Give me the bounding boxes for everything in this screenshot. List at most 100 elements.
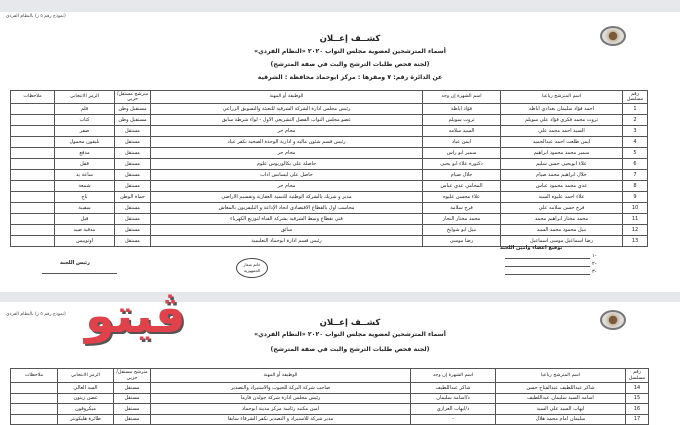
cell-party: مستقبل وطن: [114, 114, 151, 126]
cell-fame: دكتورة علاء ابو يحيى: [422, 158, 501, 170]
cell-notes: [10, 169, 55, 181]
cell-notes: [10, 191, 55, 203]
cell-fame: رضا موسى: [422, 235, 501, 247]
cell-n: 2: [622, 114, 648, 126]
cell-n: 12: [622, 224, 648, 236]
cell-name: ايمن طلعت احمد عبدالحميد: [500, 136, 623, 148]
column-header: الرمز الانتخابي: [54, 90, 115, 104]
cell-symbol: ميكروفون: [57, 403, 114, 415]
committee-label-2: (لجنة فحص طلبات الترشح والبت في صفة المت…: [270, 346, 430, 353]
cell-job: امين مكتبه رئاسة مركز مدينة ابوحماد: [150, 403, 411, 415]
cell-party: مستقل: [114, 147, 151, 159]
column-header: الوظيفة أو المهنة: [150, 90, 423, 104]
cell-job: محام حر: [150, 125, 423, 137]
cell-job: محاسب اول بالقطاع الاقتصادي اتحاد الإذاع…: [150, 202, 423, 214]
republic-stamp: خاتم شعار الجمهورية: [236, 258, 268, 278]
cell-fame: -: [410, 413, 496, 425]
cell-job: حاصلة على بكالوريوس علوم: [150, 158, 423, 170]
column-header: الرمز الانتخابي: [57, 368, 114, 383]
doc-subtitle-2: أسماء المترشحين لعضوية مجلس النواب ٢٠٢٠ …: [254, 331, 446, 338]
cell-party: مستقل: [114, 125, 151, 137]
cell-job: سائق: [150, 224, 423, 236]
cell-notes: [10, 413, 58, 425]
cell-job: فني بقطاع وسط الشرقية بشركة القناة لتوزي…: [150, 213, 423, 225]
cell-notes: [10, 125, 55, 137]
cell-party: مستقل: [113, 403, 151, 415]
cell-party: مستقل: [113, 392, 151, 404]
table-row: 5 سمير محمد محمود ابراهيم سمير ابو راس محام…: [10, 147, 648, 159]
table-row: 2 ثروت محمد فكري فؤاد علي سويلم ثروت سويلم…: [10, 114, 648, 126]
table-header: رقم مسلسل اسم المترشح رباعيا اسم الشهرة إن…: [10, 368, 649, 383]
cell-symbol: سفينة: [54, 202, 115, 214]
cell-job: عضو مجلس النواب الفصل التشريعي الاول - ل…: [150, 114, 423, 126]
sig-line-1: [505, 258, 590, 259]
cell-name: سمير محمد محمود ابراهيم: [500, 147, 623, 159]
cell-notes: [10, 136, 55, 148]
cell-name: رضا اسماعيل موسى اسماعيل: [500, 235, 623, 247]
column-header: رقم مسلسل: [625, 368, 649, 383]
cell-job: صاحب شركة البركة للحبوب والاستيراد والتص…: [150, 382, 411, 394]
cell-fame: المحامي عدي عباس: [422, 180, 501, 192]
cell-symbol: طائرة هليكوبتر: [57, 413, 114, 425]
watermark-text: ڤيتو: [85, 288, 188, 344]
cell-fame: نبيل ابو شوايخ: [422, 224, 501, 236]
cell-job: رئيس مجلس ادارة شركة جولدن فارما: [150, 392, 411, 404]
cell-symbol: اوتوبيس: [54, 235, 115, 247]
cell-party: مستقل: [113, 413, 151, 425]
cell-name: ثروت محمد فكري فؤاد علي سويلم: [500, 114, 623, 126]
cell-symbol: قفل: [54, 158, 115, 170]
cell-fame: محمد مختار النجار: [422, 213, 501, 225]
egypt-emblem-icon: [600, 26, 626, 46]
cell-name: جلال ابراهيم محمد صيام: [500, 169, 623, 181]
candidates-table-2: رقم مسلسل اسم المترشح رباعيا اسم الشهرة إن…: [10, 368, 649, 425]
cell-name: سليمان امام محمد هلال: [495, 413, 626, 425]
cell-notes: [10, 114, 55, 126]
cell-job: مدير شركة للاستيراد و التصدير بكفر الشرف…: [150, 413, 411, 425]
cell-symbol: فيل: [54, 213, 115, 225]
chair-sig-line: [42, 273, 117, 274]
cell-n: 5: [622, 147, 648, 159]
cell-notes: [10, 147, 55, 159]
table-row: 13 رضا اسماعيل موسى اسماعيل رضا موسى رئيس ق…: [10, 235, 648, 247]
cell-name: علاء ابويحيى حسن سليم: [500, 158, 623, 170]
cell-party: مستقل: [114, 202, 151, 214]
doc-title: كشــف إعــلان: [319, 34, 381, 44]
cell-symbol: بندقية صيد: [54, 224, 115, 236]
sig-line-2: [505, 266, 590, 267]
members-signature-label: توقيع اعضاء وامين اللجنة: [500, 245, 563, 251]
column-header: اسم المترشح رباعيا: [495, 368, 626, 383]
cell-n: 17: [625, 413, 649, 425]
cell-notes: [10, 202, 55, 214]
cell-notes: [10, 224, 55, 236]
cell-fame: سمير ابو راس: [422, 147, 501, 159]
table-row: 9 علاء احمد عليوه السيد علاء محسن عليوه مدي…: [10, 191, 648, 203]
column-header: مترشح مستقل/حزبي: [114, 90, 151, 104]
cell-symbol: تليفون محمول: [54, 136, 115, 148]
cell-n: 15: [625, 392, 649, 404]
table-row: 8 عدي محمد محمود عباس المحامي عدي عباس محام…: [10, 180, 648, 192]
cell-name: السيد احمد محمد علي: [500, 125, 623, 137]
table-row: 16 ايهاب السيد علي السيد د/ايهاب العزازي ام…: [10, 403, 649, 415]
cell-party: مستقل: [114, 169, 151, 181]
column-header: اسم الشهرة إن وجد: [422, 90, 501, 104]
cell-job: محام حر: [150, 147, 423, 159]
committee-label: (لجنة فحص طلبات الترشح والبت في صفة المت…: [270, 61, 430, 68]
cell-n: 6: [622, 158, 648, 170]
column-header: ملاحظات: [10, 90, 55, 104]
cell-symbol: صقر: [54, 125, 115, 137]
cell-fame: د/اسامة سليمان: [410, 392, 496, 404]
table-row: 15 اسامه السيد سليمان عبداللطيف د/اسامة سل…: [10, 392, 649, 404]
cell-name: اسامه السيد سليمان عبداللطيف: [495, 392, 626, 404]
cell-notes: [10, 235, 55, 247]
cell-name: علاء احمد عليوه السيد: [500, 191, 623, 203]
cell-symbol: قلم: [54, 103, 115, 115]
cell-symbol: ساعة يد: [54, 169, 115, 181]
cell-fame: جلال صيام: [422, 169, 501, 181]
cell-party: مستقل: [114, 213, 151, 225]
column-header: اسم المترشح رباعيا: [500, 90, 623, 104]
cell-symbol: مدفع: [54, 147, 115, 159]
cell-job: حاصل على ليسانس اداب: [150, 169, 423, 181]
column-header: ملاحظات: [10, 368, 58, 383]
cell-n: 4: [622, 136, 648, 148]
table-row: 10 فرج حسن سلامه علي فرج سلامة محاسب اول با…: [10, 202, 648, 214]
